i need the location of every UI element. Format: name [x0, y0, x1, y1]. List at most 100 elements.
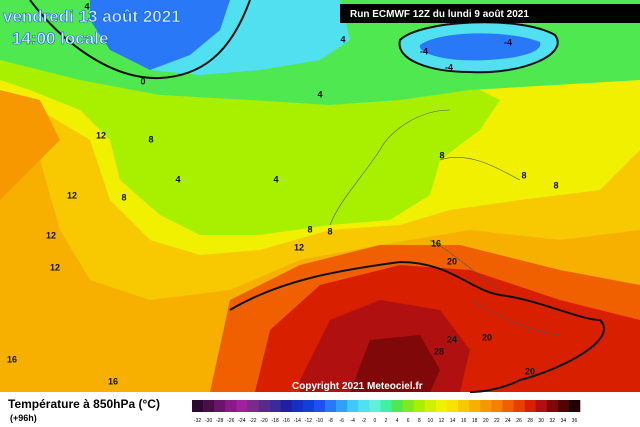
contour-line [398, 21, 559, 74]
scale-label: 24 [505, 418, 511, 424]
scale-label: -30 [205, 418, 212, 424]
contour-label: 12 [50, 262, 60, 272]
scale-label: 22 [494, 418, 500, 424]
region [0, 90, 60, 200]
color-swatch [435, 400, 448, 412]
color-swatch [568, 400, 581, 412]
contour-label: 20 [482, 332, 492, 342]
contour-label: 8 [148, 134, 153, 144]
date: vendredi 13 août 2021 [3, 7, 181, 26]
scale-label: 2 [385, 418, 388, 424]
scale-label: 30 [538, 418, 544, 424]
contour-label: 24 [447, 334, 457, 344]
run-box [340, 4, 640, 23]
scale-label: 12 [439, 418, 445, 424]
scale-label: -26 [227, 418, 234, 424]
scale-label: -14 [294, 418, 301, 424]
lead-time: (+96h) [10, 413, 37, 423]
contour-label: 28 [434, 346, 444, 356]
scale-label: 14 [450, 418, 456, 424]
scale-label: 34 [561, 418, 567, 424]
scale-label: -22 [249, 418, 256, 424]
color-swatch [446, 400, 459, 412]
color-swatch [203, 400, 215, 412]
contour-label: 8 [439, 150, 444, 160]
contour-label: 16 [108, 376, 118, 386]
contour-label: 4 [84, 1, 89, 11]
color-swatch [535, 400, 548, 412]
contour-label: 4 [340, 34, 345, 44]
contour-label: 8 [521, 170, 526, 180]
contour-label: 12 [46, 230, 56, 240]
contour-label: 8 [553, 180, 558, 190]
time: 14:00 locale [12, 29, 108, 48]
color-swatch [402, 400, 415, 412]
color-swatch [214, 400, 226, 412]
scale-label: -28 [216, 418, 223, 424]
color-swatch [347, 400, 359, 412]
coastlines [329, 109, 561, 336]
contour-label: -4 [504, 37, 512, 47]
color-swatch [269, 400, 281, 412]
scale-label: 10 [428, 418, 434, 424]
color-swatch [491, 400, 503, 412]
legend: Température à 850hPa (°C) (+96h) -32 -30-… [8, 397, 581, 424]
color-swatch [480, 400, 492, 412]
color-swatch [236, 400, 248, 412]
scale-label: -10 [316, 418, 323, 424]
region [350, 335, 440, 392]
contour-label: 12 [67, 190, 77, 200]
contour-label: 12 [96, 130, 106, 140]
contour-line [229, 260, 605, 393]
scale-label: -16 [283, 418, 290, 424]
copyright: Copyright 2021 Meteociel.fr [292, 381, 423, 392]
contour-label: -4 [445, 62, 453, 72]
color-swatch [557, 400, 570, 412]
contour-line [29, 0, 251, 80]
color-swatch [546, 400, 559, 412]
scale-label: 26 [516, 418, 522, 424]
scale-label: -2 [362, 418, 367, 424]
contour-label: 20 [447, 256, 457, 266]
scale-label: 4 [396, 418, 399, 424]
contour-label: 0 [140, 76, 145, 86]
scale-label: -18 [272, 418, 279, 424]
scale-label: -12 [305, 418, 312, 424]
color-swatch [325, 400, 337, 412]
contour-label: 16 [7, 354, 17, 364]
color-swatch [258, 400, 270, 412]
color-swatch [358, 400, 370, 412]
legend-title: Température à 850hPa (°C) [8, 397, 160, 411]
color-swatch [369, 400, 381, 412]
color-swatch [192, 400, 204, 412]
scale-label: -24 [238, 418, 245, 424]
scale-label: 32 [550, 418, 556, 424]
color-swatch [413, 400, 426, 412]
scale-label: 6 [407, 418, 410, 424]
color-swatch [502, 400, 514, 412]
scale-label: -20 [260, 418, 267, 424]
scale-label: -32 [194, 418, 201, 424]
contour-label: 8 [307, 224, 312, 234]
region [419, 33, 541, 61]
contour-label: -4 [420, 46, 428, 56]
color-swatch [247, 400, 259, 412]
color-swatch [458, 400, 470, 412]
contour-label: 8 [327, 226, 332, 236]
contour-label: 4 [317, 89, 322, 99]
contour-label: 16 [431, 238, 441, 248]
coastline [329, 109, 561, 336]
color-swatch [225, 400, 237, 412]
contours [29, 0, 605, 393]
contour-label: 8 [121, 192, 126, 202]
scale-label: 18 [472, 418, 478, 424]
scale-label: 20 [483, 418, 489, 424]
color-swatch [280, 400, 293, 412]
color-swatch [513, 400, 525, 412]
color-swatch [291, 400, 304, 412]
color-swatch [469, 400, 481, 412]
contour-label: 4 [273, 174, 278, 184]
